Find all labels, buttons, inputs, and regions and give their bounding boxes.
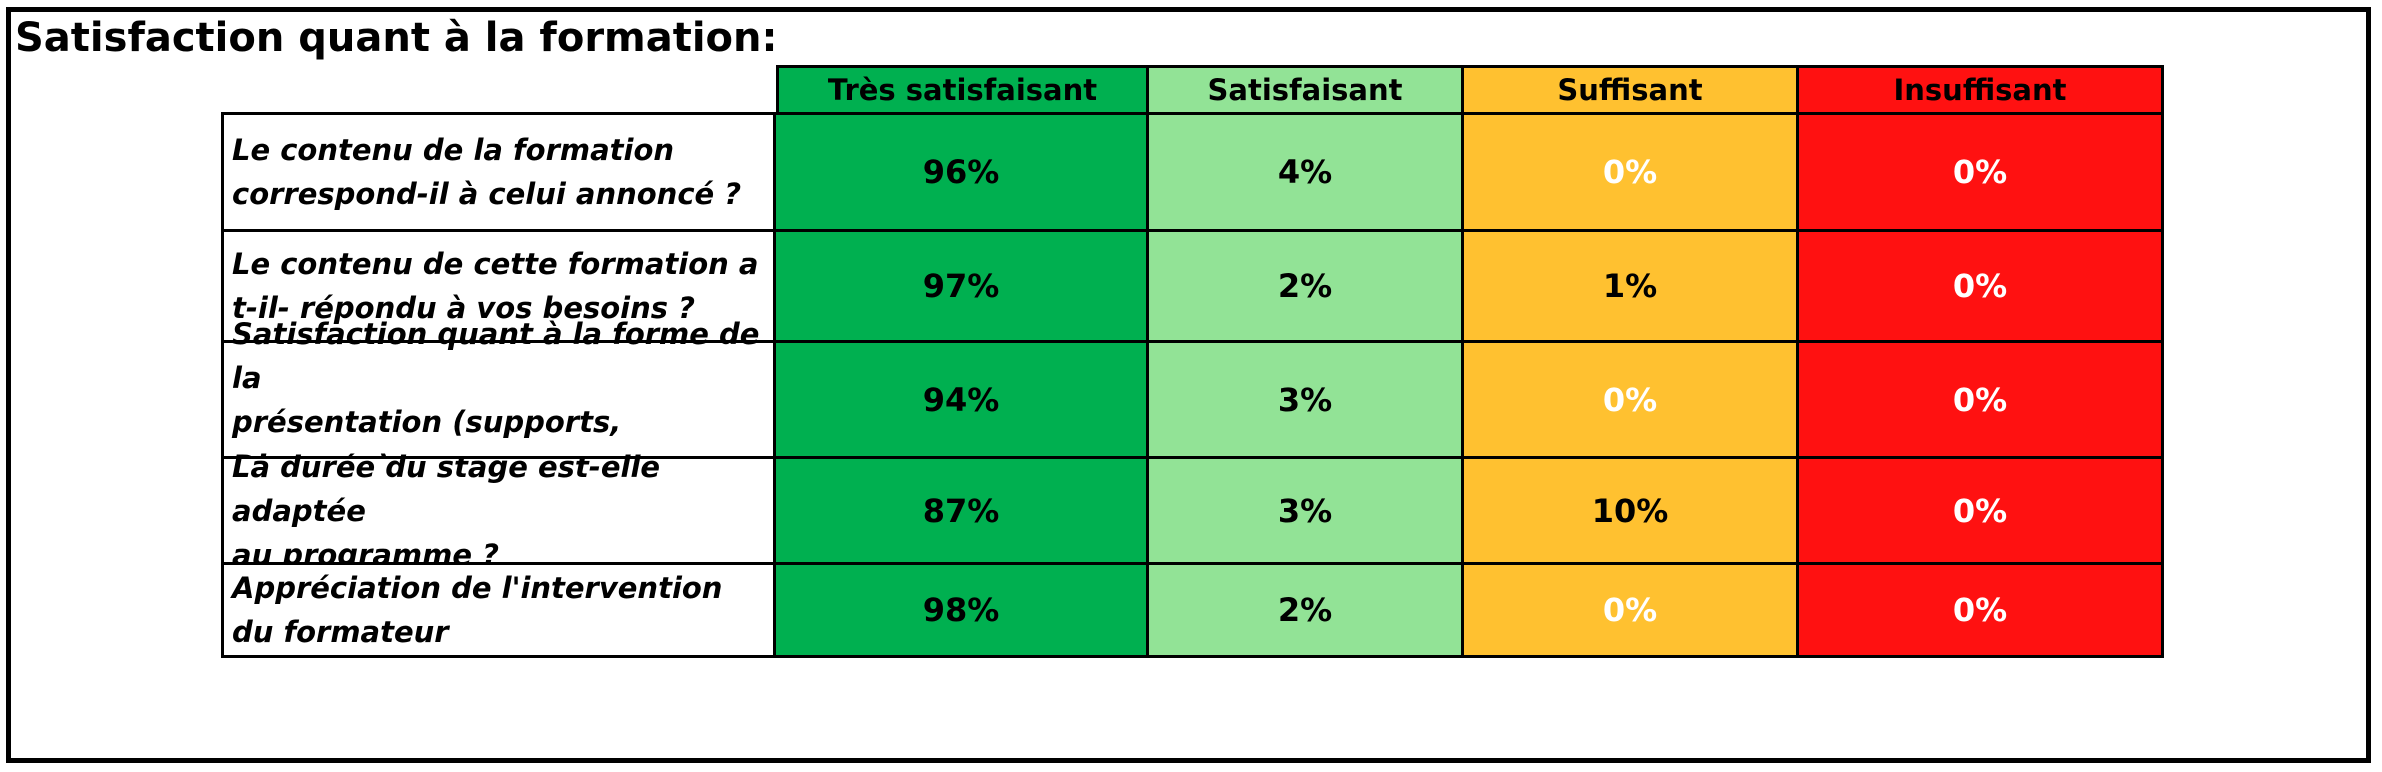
value-cell-tres-satisfaisant: 94%: [776, 340, 1149, 456]
value-cell-suffisant: 0%: [1464, 562, 1799, 658]
value-cell-satisfaisant: 2%: [1149, 229, 1464, 340]
satisfaction-table: Très satisfaisant Satisfaisant Suffisant…: [221, 65, 2164, 658]
question-cell: La durée du stage est-elle adaptée au pr…: [221, 450, 776, 572]
question-text: Satisfaction quant à la forme de la prés…: [232, 316, 760, 483]
value-cell-insuffisant: 0%: [1799, 112, 2164, 229]
question-cell: Appréciation de l'intervention du format…: [221, 562, 776, 658]
column-header-insuffisant: Insuffisant: [1799, 65, 2164, 112]
value-cell-satisfaisant: 3%: [1149, 456, 1464, 562]
question-text: Le contenu de cette formation a t-il- ré…: [232, 247, 759, 325]
column-header-satisfaisant: Satisfaisant: [1149, 65, 1464, 112]
value-cell-tres-satisfaisant: 87%: [776, 456, 1149, 562]
value-cell-satisfaisant: 4%: [1149, 112, 1464, 229]
value-cell-insuffisant: 0%: [1799, 562, 2164, 658]
value-cell-suffisant: 0%: [1464, 340, 1799, 456]
value-cell-insuffisant: 0%: [1799, 229, 2164, 340]
value-cell-insuffisant: 0%: [1799, 456, 2164, 562]
question-cell: Satisfaction quant à la forme de la prés…: [221, 317, 776, 483]
value-cell-suffisant: 0%: [1464, 112, 1799, 229]
value-cell-suffisant: 10%: [1464, 456, 1799, 562]
column-header-suffisant: Suffisant: [1464, 65, 1799, 112]
question-text: La durée du stage est-elle adaptée au pr…: [232, 449, 661, 572]
value-cell-suffisant: 1%: [1464, 229, 1799, 340]
value-cell-satisfaisant: 2%: [1149, 562, 1464, 658]
column-header-tres-satisfaisant: Très satisfaisant: [776, 65, 1149, 112]
value-cell-insuffisant: 0%: [1799, 340, 2164, 456]
question-cell: Le contenu de cette formation a t-il- ré…: [221, 229, 776, 340]
value-cell-satisfaisant: 3%: [1149, 340, 1464, 456]
table-corner: [221, 65, 776, 112]
value-cell-tres-satisfaisant: 98%: [776, 562, 1149, 658]
value-cell-tres-satisfaisant: 96%: [776, 112, 1149, 229]
question-cell: Le contenu de la formation correspond-il…: [221, 112, 776, 229]
page-title: Satisfaction quant à la formation:: [15, 15, 778, 61]
value-cell-tres-satisfaisant: 97%: [776, 229, 1149, 340]
question-text: Appréciation de l'intervention du format…: [232, 571, 723, 649]
question-text: Le contenu de la formation correspond-il…: [232, 133, 742, 211]
